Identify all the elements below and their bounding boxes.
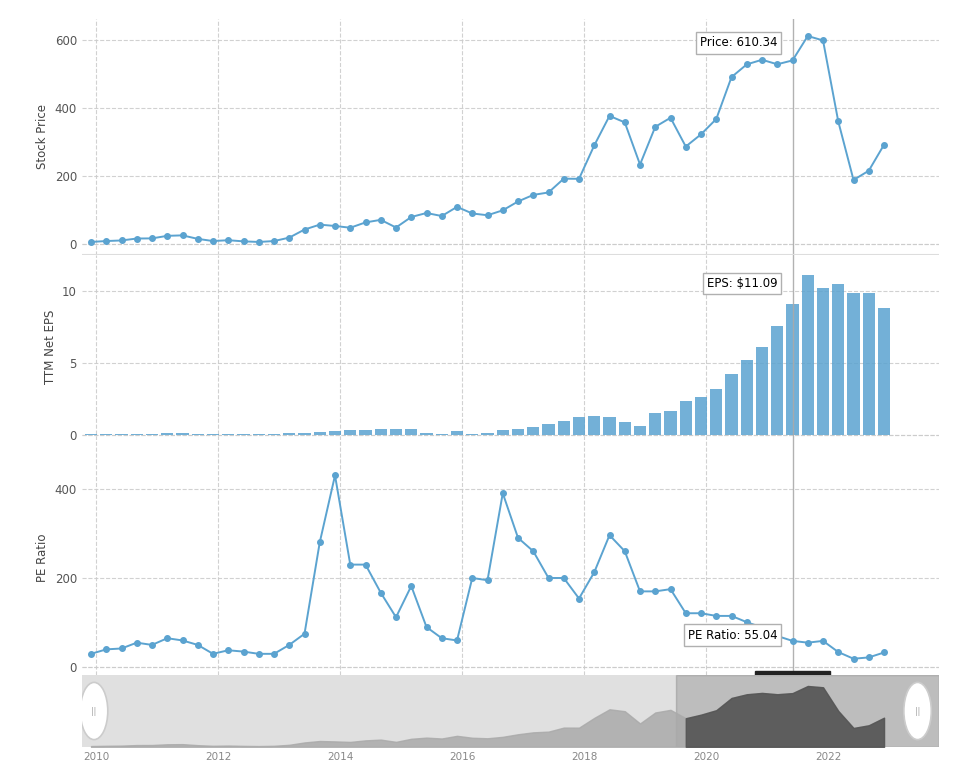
Bar [192, 434, 204, 435]
Bar [512, 429, 524, 435]
Bar [618, 422, 631, 435]
Bar [527, 427, 539, 435]
Bar [283, 434, 296, 435]
Ellipse shape [80, 683, 108, 740]
Bar [634, 425, 646, 435]
Bar [801, 275, 814, 435]
Bar [710, 389, 722, 435]
Bar [466, 434, 479, 435]
Bar [680, 402, 691, 435]
Bar [695, 397, 707, 435]
Text: Price: 610.34: Price: 610.34 [700, 37, 777, 50]
Bar [161, 434, 173, 435]
Bar [878, 309, 890, 435]
Text: ||: || [915, 706, 921, 716]
Bar [771, 326, 783, 435]
Bar [482, 433, 494, 435]
Bar [344, 431, 356, 435]
Bar [676, 675, 939, 747]
Bar [421, 433, 432, 435]
Bar [542, 424, 555, 435]
Bar [329, 431, 341, 435]
Bar [100, 434, 113, 435]
Text: PE Ratio: 55.04: PE Ratio: 55.04 [688, 629, 777, 642]
Bar [268, 434, 280, 435]
Bar [741, 360, 753, 435]
Bar [756, 347, 768, 435]
Text: EPS: $11.09: EPS: $11.09 [707, 277, 777, 290]
Bar [435, 434, 448, 435]
Bar [405, 429, 417, 435]
Text: ||: || [91, 706, 96, 716]
Bar [207, 434, 220, 435]
Bar [222, 434, 234, 435]
Bar [359, 430, 372, 435]
Bar [832, 283, 845, 435]
Bar [116, 434, 128, 435]
Bar [558, 421, 570, 435]
Bar [863, 293, 874, 435]
Bar [85, 434, 97, 435]
Bar [390, 429, 403, 435]
Bar [588, 416, 600, 435]
Y-axis label: Stock Price: Stock Price [37, 104, 49, 169]
Bar [238, 434, 249, 435]
Bar [573, 418, 586, 435]
Bar [787, 304, 798, 435]
Bar [146, 434, 158, 435]
Y-axis label: PE Ratio: PE Ratio [37, 533, 49, 581]
Bar [847, 293, 860, 435]
Text: 09/30/2021: 09/30/2021 [759, 675, 826, 688]
Bar [664, 411, 677, 435]
Bar [299, 433, 311, 435]
Bar [817, 288, 829, 435]
Bar [649, 413, 662, 435]
Bar [131, 434, 143, 435]
Bar [451, 431, 463, 435]
Bar [176, 433, 189, 435]
Bar [314, 431, 325, 435]
Bar [375, 429, 387, 435]
Bar [604, 417, 615, 435]
Y-axis label: TTM Net EPS: TTM Net EPS [43, 310, 57, 384]
Bar [725, 373, 738, 435]
Bar [497, 430, 508, 435]
Ellipse shape [904, 683, 931, 740]
Bar [252, 434, 265, 435]
